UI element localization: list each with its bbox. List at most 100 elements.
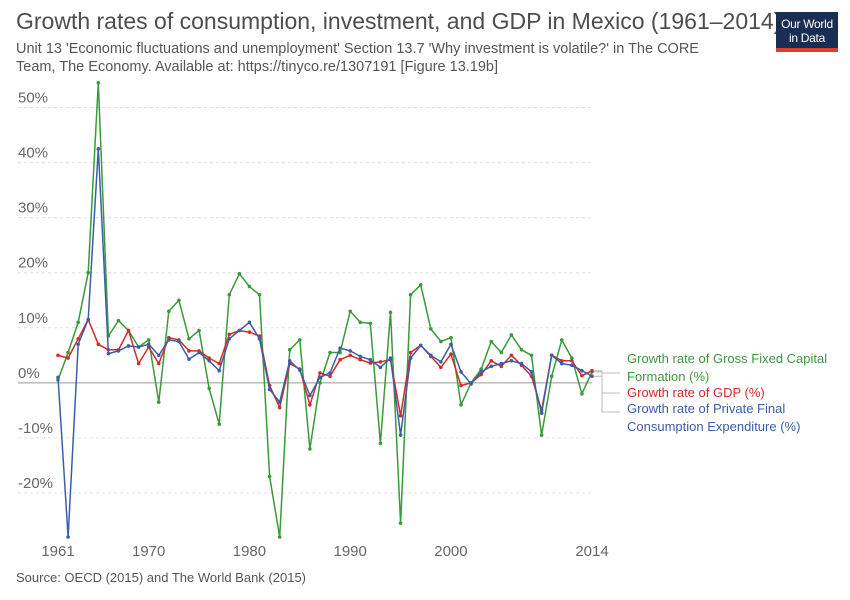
data-point	[378, 365, 383, 370]
data-point	[539, 411, 544, 415]
data-point	[449, 335, 453, 340]
owid-logo[interactable]: Our World in Data	[776, 12, 838, 52]
y-tick-label: -10%	[18, 420, 53, 437]
data-point	[348, 353, 352, 358]
x-tick-label: 1980	[233, 543, 266, 560]
data-point	[227, 292, 232, 297]
data-point	[106, 351, 111, 356]
data-point	[509, 333, 514, 337]
data-point	[580, 368, 584, 373]
x-axis-tick-labels: 1961 1970 1980 1990 2000 2014	[41, 543, 608, 560]
data-point	[590, 374, 594, 379]
x-tick-label: 1961	[41, 543, 74, 560]
y-tick-label: 20%	[18, 255, 48, 272]
data-point	[549, 374, 554, 379]
data-point	[368, 357, 373, 362]
data-point	[519, 347, 524, 352]
data-point	[519, 361, 524, 366]
data-point	[187, 349, 191, 353]
data-point	[136, 345, 141, 349]
data-point	[408, 356, 413, 360]
series-line	[57, 148, 593, 538]
data-point	[439, 360, 443, 364]
data-point	[318, 375, 322, 380]
data-point	[580, 392, 584, 396]
data-point	[167, 309, 171, 314]
data-point	[308, 393, 312, 398]
data-point	[449, 342, 453, 347]
data-point	[86, 317, 91, 322]
data-point	[56, 375, 60, 380]
grid-lines	[18, 107, 592, 494]
data-point	[287, 359, 292, 363]
data-point	[187, 336, 191, 341]
data-point	[227, 332, 232, 337]
data-point	[479, 370, 483, 374]
data-point	[76, 342, 80, 347]
y-tick-label: 50%	[18, 90, 48, 107]
legend-label-line: Growth rate of Private Final	[627, 401, 785, 416]
data-point	[398, 521, 403, 526]
data-point	[570, 356, 574, 360]
data-point	[469, 382, 473, 386]
data-point	[489, 364, 494, 369]
data-point	[237, 328, 242, 333]
data-point	[298, 368, 302, 372]
series-lines	[56, 80, 594, 539]
data-point	[187, 357, 191, 361]
y-tick-label: 30%	[18, 200, 48, 217]
data-point	[529, 370, 534, 374]
data-point	[207, 356, 211, 360]
data-point	[207, 359, 211, 363]
data-point	[388, 310, 393, 315]
data-point	[217, 368, 222, 373]
data-point	[136, 361, 141, 366]
legend-connector	[594, 375, 620, 413]
data-point	[328, 350, 332, 355]
data-point	[358, 320, 363, 325]
data-point	[499, 350, 504, 355]
logo-line-2: in Data	[789, 31, 825, 45]
data-point	[247, 284, 252, 289]
data-point	[247, 320, 252, 325]
data-point	[207, 386, 211, 391]
y-tick-label: 10%	[18, 310, 48, 327]
x-tick-label: 2000	[434, 543, 467, 560]
legend-label: Growth rate of Gross Fixed Capital Format…	[627, 351, 827, 384]
chart-subtitle: Unit 13 'Economic fluctuations and unemp…	[16, 41, 699, 75]
data-point	[559, 359, 564, 363]
data-point	[126, 344, 131, 348]
data-point	[146, 342, 151, 347]
y-tick-label: 40%	[18, 145, 48, 162]
x-tick-label: 2014	[575, 543, 608, 560]
data-point	[177, 298, 181, 303]
data-point	[156, 400, 161, 404]
data-point	[96, 342, 101, 347]
legend-label: Growth rate of Private Final Consumption …	[627, 401, 800, 434]
data-point	[368, 361, 373, 365]
data-point	[76, 336, 80, 341]
data-point	[116, 349, 121, 353]
legend-connector	[594, 370, 620, 394]
y-tick-label: 0%	[18, 365, 40, 382]
data-point	[549, 353, 554, 358]
data-point	[509, 353, 514, 358]
data-point	[499, 364, 504, 369]
data-point	[348, 309, 352, 314]
data-point	[146, 338, 151, 342]
data-point	[197, 350, 201, 355]
data-point	[257, 292, 262, 297]
data-point	[318, 371, 322, 375]
data-point	[197, 328, 201, 333]
data-point	[66, 356, 70, 360]
data-point	[338, 346, 342, 350]
data-point	[277, 400, 282, 404]
chart-title: Growth rates of consumption, investment,…	[16, 8, 782, 34]
data-point	[559, 361, 564, 366]
data-point	[418, 283, 423, 287]
legend-label-line: Growth rate of Gross Fixed Capital	[627, 351, 827, 366]
data-point	[328, 374, 332, 379]
data-point	[368, 321, 373, 326]
data-point	[459, 370, 463, 374]
data-point	[529, 353, 534, 358]
